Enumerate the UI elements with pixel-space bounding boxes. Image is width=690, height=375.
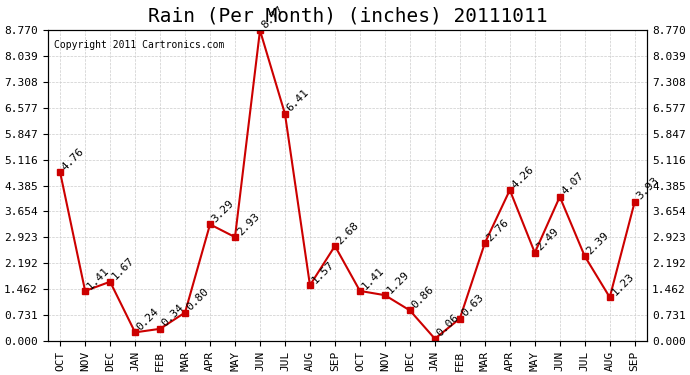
Text: 0.86: 0.86 [410,284,436,310]
Text: 1.23: 1.23 [610,271,636,297]
Text: 8.77: 8.77 [260,4,286,30]
Text: 4.76: 4.76 [60,146,86,172]
Text: 2.39: 2.39 [584,230,611,256]
Text: 0.34: 0.34 [160,303,186,329]
Text: 1.67: 1.67 [110,256,136,282]
Text: 3.93: 3.93 [635,176,661,202]
Text: 0.24: 0.24 [135,306,161,332]
Text: 4.26: 4.26 [510,164,536,190]
Text: 0.63: 0.63 [460,292,486,318]
Text: 3.29: 3.29 [210,198,236,224]
Text: 1.57: 1.57 [310,259,336,285]
Text: 2.76: 2.76 [485,217,511,243]
Text: 4.07: 4.07 [560,171,586,197]
Text: 0.06: 0.06 [435,313,461,339]
Text: Copyright 2011 Cartronics.com: Copyright 2011 Cartronics.com [54,40,224,50]
Text: 1.41: 1.41 [360,265,386,291]
Text: 2.93: 2.93 [235,211,262,237]
Text: 1.29: 1.29 [385,269,411,295]
Text: 2.68: 2.68 [335,220,361,246]
Text: 2.49: 2.49 [535,226,561,253]
Title: Rain (Per Month) (inches) 20111011: Rain (Per Month) (inches) 20111011 [148,7,547,26]
Text: 1.41: 1.41 [85,265,111,291]
Text: 0.80: 0.80 [185,286,211,312]
Text: 6.41: 6.41 [285,88,311,114]
